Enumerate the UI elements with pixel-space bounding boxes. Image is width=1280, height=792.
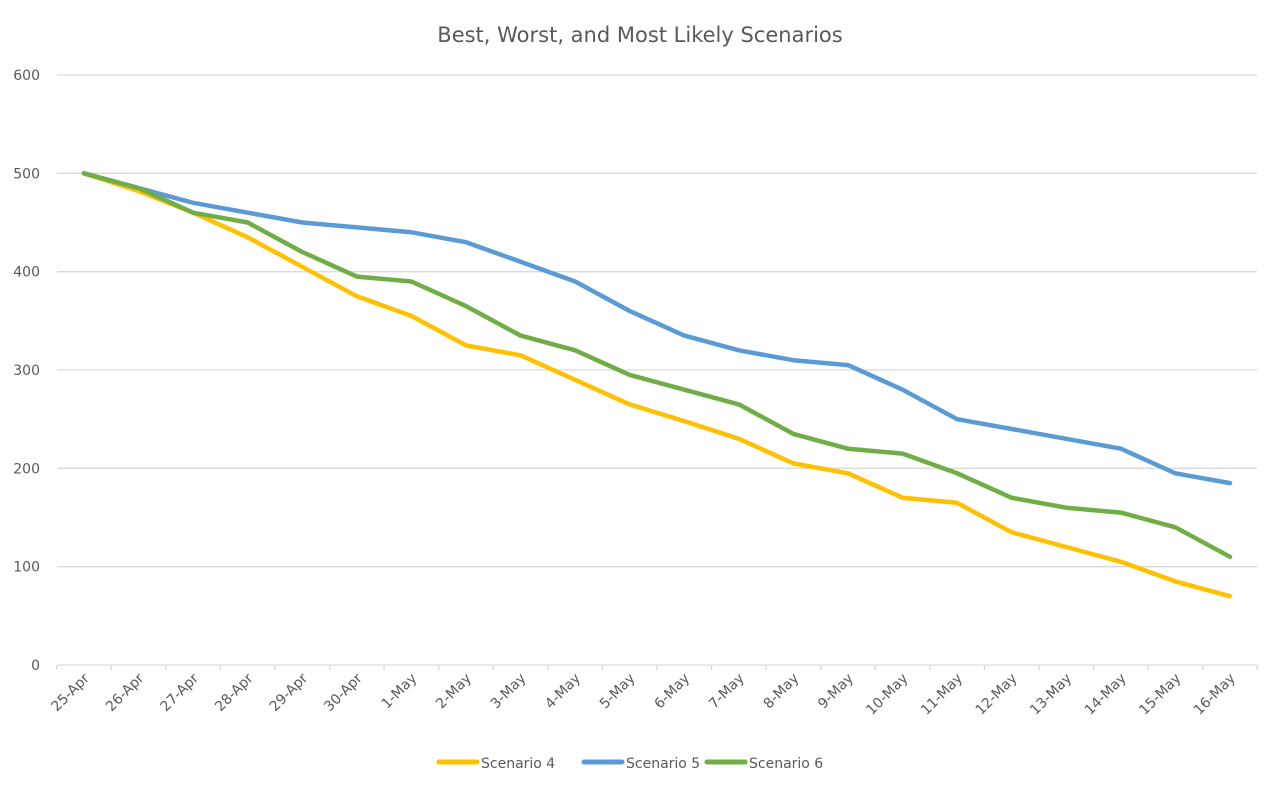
legend-label-scenario-4: Scenario 4 (481, 756, 555, 772)
legend-item-scenario-6: Scenario 6 (704, 756, 823, 772)
x-tick-label: 30-Apr (321, 670, 366, 715)
x-tick-label: 3-May (488, 671, 530, 713)
series-line-scenario-4 (81, 171, 1233, 599)
x-tick-label: 5-May (597, 671, 639, 713)
y-axis-ticks: 0 100 200 300 400 500 600 (13, 68, 40, 674)
y-tick-label: 100 (13, 560, 40, 576)
legend: Scenario 4 Scenario 5 Scenario 6 (436, 756, 823, 772)
y-tick-label: 0 (31, 658, 40, 674)
y-tick-label: 400 (13, 265, 40, 281)
x-tick-label: 14-May (1082, 671, 1130, 719)
x-tick-label: 2-May (433, 671, 475, 713)
x-tick-label: 4-May (542, 671, 584, 713)
legend-label-scenario-6: Scenario 6 (749, 756, 823, 772)
x-tick-label: 6-May (651, 671, 693, 713)
series-lines (81, 171, 1233, 599)
x-tick-label: 1-May (379, 671, 421, 713)
x-tick-label: 25-Apr (48, 670, 93, 715)
y-tick-label: 500 (13, 166, 40, 182)
x-axis (56, 664, 1258, 670)
y-tick-label: 300 (13, 363, 40, 379)
chart-title: Best, Worst, and Most Likely Scenarios (437, 23, 842, 47)
x-tick-label: 10-May (863, 671, 911, 719)
x-tick-label: 12-May (973, 671, 1021, 719)
x-axis-ticks: 25-Apr 26-Apr 27-Apr 28-Apr 29-Apr 30-Apr 1-Ma… (48, 670, 1238, 718)
y-tick-label: 200 (13, 461, 40, 477)
legend-item-scenario-4: Scenario 4 (436, 756, 555, 772)
legend-label-scenario-5: Scenario 5 (626, 756, 700, 772)
y-gridlines (57, 74, 1257, 568)
series-line-scenario-6 (81, 171, 1233, 560)
legend-item-scenario-5: Scenario 5 (581, 756, 700, 772)
x-tick-label: 29-Apr (267, 670, 312, 715)
series-line-scenario-5 (81, 171, 1233, 486)
x-tick-label: 27-Apr (158, 670, 203, 715)
x-tick-label: 15-May (1136, 671, 1184, 719)
x-tick-label: 13-May (1027, 671, 1075, 719)
x-tick-label: 28-Apr (212, 670, 257, 715)
x-tick-label: 16-May (1191, 671, 1239, 719)
x-tick-label: 7-May (706, 671, 748, 713)
x-tick-label: 9-May (815, 671, 857, 713)
x-tick-label: 8-May (761, 671, 803, 713)
y-tick-label: 600 (13, 68, 40, 84)
x-tick-label: 26-Apr (103, 670, 148, 715)
x-tick-label: 11-May (918, 671, 966, 719)
